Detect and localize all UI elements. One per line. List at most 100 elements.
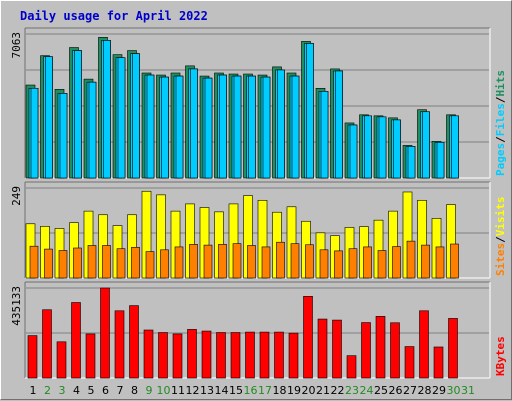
bar-pages	[335, 70, 343, 179]
bar-kbytes	[274, 331, 284, 379]
day-label: 20	[302, 384, 316, 397]
bar-pages	[349, 124, 358, 179]
day-label: 28	[418, 384, 432, 397]
bar-kbytes	[288, 332, 299, 379]
legend-separator: /	[494, 136, 507, 143]
day-label: 11	[171, 384, 185, 397]
bar-sites	[58, 250, 68, 279]
bar-pages	[161, 76, 169, 179]
day-label: 25	[374, 384, 388, 397]
bar-pages	[219, 74, 227, 179]
bar-kbytes	[85, 333, 96, 379]
bar-kbytes	[317, 318, 328, 379]
day-label: 4	[73, 384, 80, 397]
bar-kbytes	[303, 296, 313, 379]
bar-kbytes	[114, 310, 125, 379]
bar-pages	[146, 74, 155, 179]
day-label: 21	[316, 384, 330, 397]
bar-sites	[131, 246, 140, 279]
day-label: 24	[360, 384, 374, 397]
bar-pages	[436, 142, 445, 179]
legend-item-hits: Hits	[494, 70, 507, 97]
bar-sites	[232, 243, 242, 279]
bar-pages	[204, 77, 213, 179]
bar-sites	[421, 244, 430, 279]
bar-sites	[203, 244, 213, 279]
day-label: 3	[59, 384, 66, 397]
bar-sites	[363, 246, 372, 279]
bar-kbytes	[143, 329, 154, 379]
day-label: 30	[447, 384, 461, 397]
bar-pages	[233, 75, 242, 179]
day-label: 1	[30, 384, 37, 397]
bar-sites	[44, 248, 53, 279]
legend-item-kbytes: KBytes	[494, 336, 507, 376]
bar-pages	[132, 53, 140, 179]
bar-pages	[422, 111, 430, 179]
bar-kbytes	[216, 332, 226, 379]
bar-sites	[305, 244, 314, 279]
legend-hits-files-pages: Pages/Files/Hits	[494, 70, 507, 176]
bar-pages	[306, 43, 314, 179]
bar-sites	[276, 241, 285, 279]
bar-pages	[378, 116, 387, 179]
bar-sites	[247, 245, 256, 279]
day-label: 9	[146, 384, 153, 397]
bar-pages	[190, 68, 198, 179]
bar-sites	[189, 244, 198, 279]
day-label: 31	[461, 384, 475, 397]
bar-sites	[29, 245, 39, 279]
bar-kbytes	[245, 331, 255, 379]
bar-kbytes	[42, 309, 52, 379]
bar-sites	[450, 243, 459, 279]
bar-pages	[407, 146, 416, 179]
bar-pages	[277, 69, 285, 179]
day-label: 2	[44, 384, 51, 397]
chart-panels: 7063Pages/Files/Hits249Sites/Visits43513…	[10, 27, 507, 379]
day-label: 8	[131, 384, 138, 397]
bar-kbytes	[230, 332, 241, 379]
day-label: 6	[102, 384, 109, 397]
day-label: 22	[331, 384, 345, 397]
bar-kbytes	[346, 355, 357, 379]
day-label: 13	[200, 384, 214, 397]
bar-sites	[435, 246, 445, 279]
bar-sites	[392, 246, 401, 279]
bar-kbytes	[361, 322, 371, 379]
bar-pages	[59, 93, 68, 179]
bar-pages	[291, 75, 300, 179]
y-max-label: 7063	[10, 32, 23, 59]
legend-separator: /	[494, 236, 507, 243]
y-max-label: 249	[10, 186, 23, 206]
bar-sites	[116, 248, 126, 279]
day-label: 27	[403, 384, 417, 397]
day-label: 29	[432, 384, 446, 397]
bar-kbytes	[27, 335, 38, 379]
bar-sites	[319, 249, 329, 279]
bar-kbytes	[259, 331, 270, 379]
bar-kbytes	[390, 322, 400, 379]
day-label: 14	[215, 384, 229, 397]
legend-kbytes: KBytes	[494, 336, 507, 376]
bar-pages	[320, 91, 329, 179]
bar-pages	[30, 87, 39, 179]
legend-visits-sites: Sites/Visits	[494, 197, 507, 277]
bar-pages	[393, 119, 401, 179]
bar-kbytes	[56, 341, 67, 379]
bar-sites	[102, 245, 111, 279]
bar-kbytes	[448, 318, 458, 379]
bar-kbytes	[187, 329, 197, 379]
day-label: 15	[229, 384, 243, 397]
day-label: 10	[157, 384, 171, 397]
bar-pages	[451, 115, 459, 179]
legend-separator: /	[494, 96, 507, 103]
bar-kbytes	[172, 333, 183, 379]
bar-kbytes	[404, 346, 415, 379]
bar-pages	[248, 75, 256, 179]
bar-pages	[74, 50, 82, 179]
bar-pages	[117, 57, 126, 179]
bar-sites	[334, 250, 343, 279]
bar-kbytes	[332, 319, 342, 379]
